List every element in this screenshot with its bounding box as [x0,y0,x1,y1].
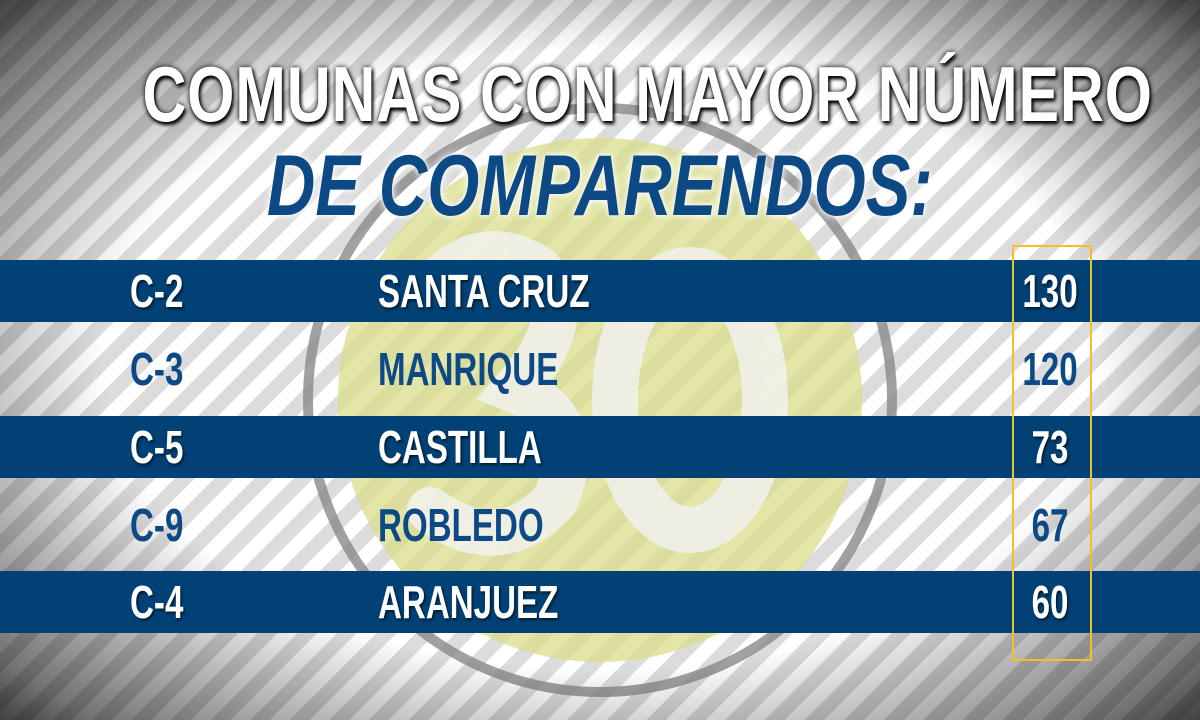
comparendos-count: 130 [1022,265,1078,317]
title-line-2: DE COMPARENDOS: [267,138,933,234]
table-row: C-5 CASTILLA 73 [0,416,1200,478]
table-row: C-2 SANTA CRUZ 130 [0,260,1200,322]
count-highlight-box [1012,245,1092,661]
comparendos-count: 120 [1022,343,1078,395]
comparendos-count: 73 [1031,421,1069,473]
table-row: C-3 MANRIQUE 120 [0,338,1200,400]
title-line-1: COMUNAS CON MAYOR NÚMERO [142,50,1153,138]
comuna-name: CASTILLA [378,421,542,473]
comuna-code: C-3 [130,343,184,395]
comparendos-count: 60 [1031,576,1069,628]
comuna-code: C-5 [130,421,184,473]
comuna-code: C-9 [130,499,184,551]
comuna-code: C-4 [130,576,184,628]
comuna-name: ARANJUEZ [378,576,559,628]
comuna-name: MANRIQUE [378,343,559,395]
comuna-name: SANTA CRUZ [378,265,590,317]
table-row: C-9 ROBLEDO 67 [0,494,1200,556]
comparendos-count: 67 [1031,499,1069,551]
comuna-name: ROBLEDO [378,499,544,551]
table-row: C-4 ARANJUEZ 60 [0,571,1200,633]
comuna-code: C-2 [130,265,184,317]
